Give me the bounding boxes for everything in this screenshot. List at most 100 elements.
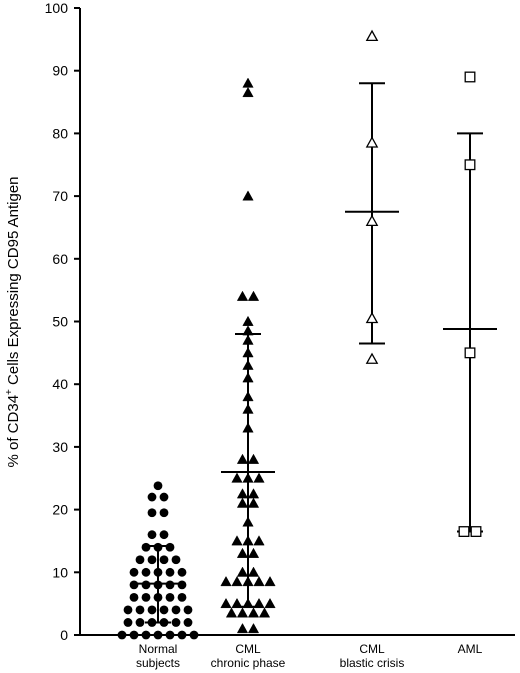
data-point — [153, 592, 163, 602]
data-point — [365, 29, 379, 42]
data-point — [253, 597, 265, 609]
data-point — [247, 453, 260, 464]
group-0 — [117, 481, 199, 640]
data-point — [165, 580, 175, 590]
y-tick-label-100: 100 — [45, 0, 69, 16]
y-tick-label-70: 70 — [52, 188, 68, 204]
data-point — [231, 472, 243, 483]
data-point — [153, 580, 163, 590]
data-point — [236, 607, 249, 618]
data-point — [129, 630, 139, 640]
data-point — [225, 607, 238, 618]
data-point — [159, 492, 169, 502]
data-point — [236, 497, 249, 508]
y-tick-label-50: 50 — [52, 314, 68, 330]
data-point — [247, 290, 260, 301]
category-label-0: Normal subjects — [136, 642, 180, 670]
data-point — [231, 535, 243, 546]
data-point — [129, 580, 139, 590]
category-label-line: AML — [458, 642, 483, 656]
data-point — [171, 618, 181, 627]
data-point — [159, 555, 169, 565]
data-point — [135, 618, 145, 627]
data-point — [141, 542, 151, 552]
y-tick-label-40: 40 — [52, 376, 68, 392]
data-point — [165, 592, 175, 602]
data-point — [183, 618, 193, 627]
data-point — [129, 567, 139, 577]
data-point — [171, 555, 181, 565]
data-point — [253, 575, 265, 587]
data-point — [153, 542, 163, 552]
data-point — [247, 623, 260, 634]
data-point — [159, 605, 169, 615]
y-axis: 0 10 20 30 40 50 60 70 80 90 100 — [45, 0, 81, 643]
data-point — [147, 492, 157, 502]
category-label-line: chronic phase — [211, 656, 286, 670]
data-point — [129, 592, 139, 602]
group-2 — [345, 29, 399, 364]
data-point — [123, 618, 133, 627]
data-point — [464, 71, 476, 83]
category-label-line: blastic crisis — [340, 656, 405, 670]
data-point — [231, 597, 243, 609]
data-point — [242, 403, 254, 414]
y-axis-title-suffix: Cells Expressing CD95 Antigen — [5, 177, 22, 390]
y-tick-label-30: 30 — [52, 439, 68, 455]
chart-groups — [117, 29, 497, 640]
data-point — [365, 136, 379, 148]
y-tick-label-20: 20 — [52, 502, 68, 518]
data-point — [458, 526, 470, 537]
data-point — [147, 555, 157, 565]
data-point — [141, 567, 151, 577]
data-point — [141, 630, 151, 640]
data-point — [236, 488, 249, 499]
data-point — [147, 605, 157, 615]
data-point — [220, 597, 232, 609]
data-point — [242, 325, 254, 336]
y-axis-title-superscript: + — [4, 389, 15, 395]
data-point — [242, 77, 254, 88]
data-point — [242, 391, 254, 402]
data-point — [264, 575, 276, 587]
data-point — [165, 630, 175, 640]
data-point — [135, 605, 145, 615]
data-point — [159, 508, 169, 518]
data-point — [247, 607, 260, 618]
data-point — [153, 567, 163, 577]
data-point — [464, 347, 476, 359]
data-point — [242, 372, 254, 383]
category-label-line: CML — [359, 642, 385, 656]
y-axis-title-prefix: % of CD34 — [5, 395, 22, 468]
data-point — [242, 190, 254, 201]
group-3 — [443, 71, 497, 537]
data-point — [123, 605, 133, 615]
data-point — [365, 214, 379, 226]
data-point — [247, 547, 260, 558]
data-point — [236, 623, 249, 634]
data-point — [135, 555, 145, 565]
y-axis-title: % of CD34+ Cells Expressing CD95 Antigen — [4, 177, 22, 468]
data-point — [117, 630, 127, 640]
data-point — [470, 526, 482, 537]
data-point — [171, 605, 181, 615]
data-point — [242, 422, 254, 433]
data-point — [247, 566, 260, 577]
data-point — [147, 618, 157, 627]
data-point — [141, 580, 151, 590]
y-tick-label-90: 90 — [52, 63, 68, 79]
data-point — [236, 566, 249, 577]
data-point — [253, 535, 265, 546]
data-point — [242, 597, 254, 609]
y-tick-label-60: 60 — [52, 251, 68, 267]
data-point — [236, 290, 249, 301]
data-point — [242, 575, 254, 587]
data-point — [220, 575, 232, 587]
data-point — [365, 352, 379, 364]
data-point — [242, 334, 254, 345]
data-point — [177, 567, 187, 577]
data-point — [147, 508, 157, 518]
category-label-1: CML chronic phase — [211, 642, 286, 670]
y-tick-label-80: 80 — [52, 125, 68, 141]
data-point — [231, 575, 243, 587]
